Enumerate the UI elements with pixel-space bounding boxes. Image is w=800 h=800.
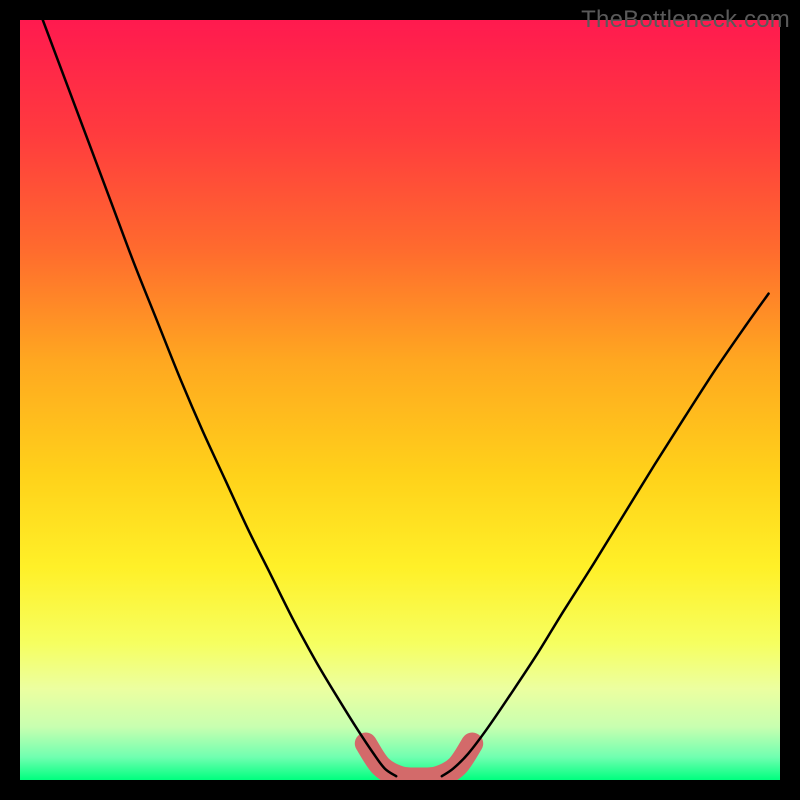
chart-svg bbox=[0, 0, 800, 800]
chart-background bbox=[20, 20, 780, 780]
bottleneck-chart: TheBottleneck.com bbox=[0, 0, 800, 800]
